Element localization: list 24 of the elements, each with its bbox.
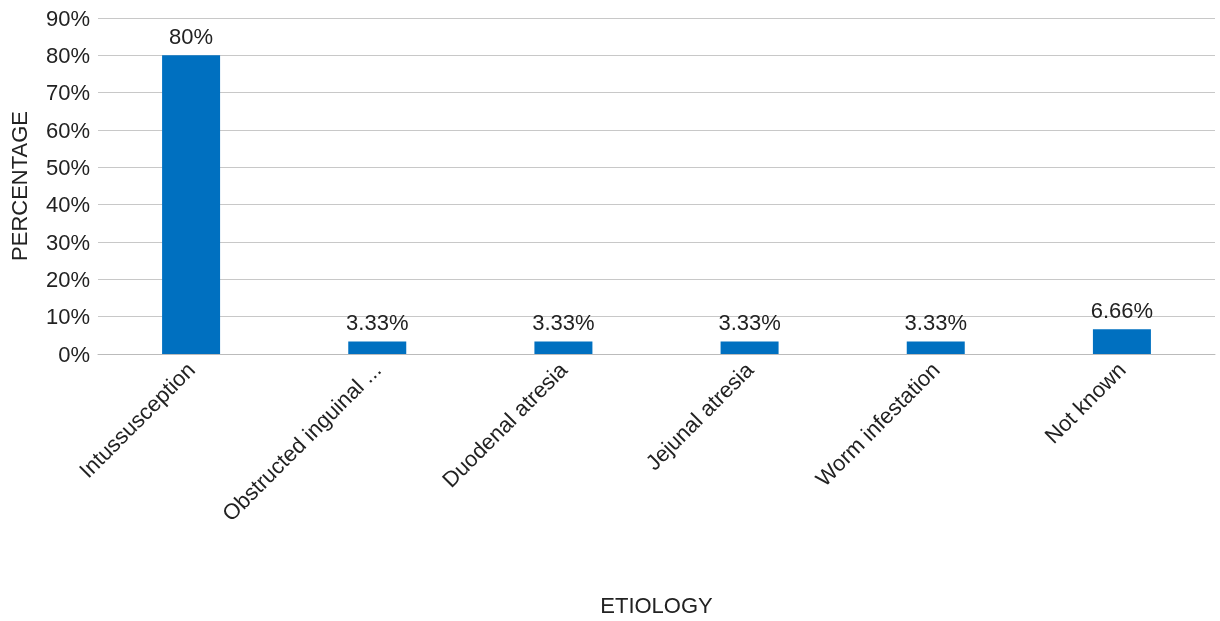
bar	[348, 341, 407, 354]
bar	[906, 341, 965, 354]
y-tick-label: 60%	[45, 117, 90, 143]
y-tick-label: 10%	[45, 304, 90, 330]
bar	[534, 341, 593, 354]
data-label: 3.33%	[532, 310, 595, 336]
y-tick-label: 70%	[45, 80, 90, 106]
data-label: 6.66%	[1090, 297, 1154, 323]
data-label: 80%	[169, 23, 214, 49]
bar	[1092, 329, 1151, 354]
y-tick-label: 50%	[45, 154, 90, 180]
y-tick-label: 0%	[58, 341, 90, 367]
y-tick-label: 20%	[45, 266, 90, 292]
y-tick-label: 90%	[45, 5, 90, 31]
data-label: 3.33%	[904, 310, 967, 336]
x-axis-title: ETIOLOGY	[600, 592, 714, 618]
y-tick-label: 30%	[45, 229, 90, 255]
bar	[162, 55, 221, 354]
y-axis-title: PERCENTAGE	[6, 111, 32, 261]
y-tick-label: 40%	[45, 192, 90, 218]
bar	[720, 341, 779, 354]
data-label: 3.33%	[718, 310, 781, 336]
y-tick-label: 80%	[45, 42, 90, 68]
data-label: 3.33%	[346, 310, 409, 336]
